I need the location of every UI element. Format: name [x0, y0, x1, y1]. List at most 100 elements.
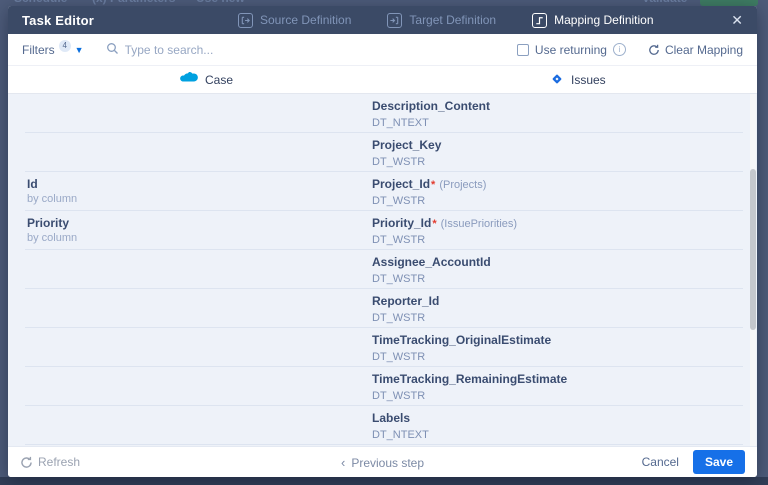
target-field-name: TimeTracking_OriginalEstimate	[372, 333, 552, 347]
search-box	[106, 42, 517, 58]
task-editor-modal: Task Editor Source Definition Target Def…	[8, 6, 757, 477]
mapping-row[interactable]: TimeTracking_RemainingEstimate DT_WSTR	[8, 367, 749, 406]
mapping-row[interactable]: Project_Key DT_WSTR	[8, 133, 749, 172]
salesforce-cloud-icon	[180, 71, 198, 88]
use-returning-label: Use returning	[534, 42, 607, 57]
previous-step-button[interactable]: ‹ Previous step	[8, 455, 757, 470]
source-field-name: Id	[27, 177, 38, 191]
target-cell: Assignee_AccountId DT_WSTR	[372, 250, 749, 289]
target-cell: Description_Content DT_NTEXT	[372, 94, 749, 133]
tab-mapping-definition[interactable]: Mapping Definition	[532, 12, 654, 28]
mapping-rows: Description_Content DT_NTEXT Project_Key…	[8, 94, 749, 446]
clear-mapping-label: Clear Mapping	[664, 42, 743, 57]
target-field-reference: (IssuePriorities)	[440, 218, 518, 230]
close-icon[interactable]: ✕	[731, 11, 743, 28]
mapping-definition-icon	[532, 12, 548, 28]
refresh-button[interactable]: Refresh	[20, 455, 80, 469]
checkbox-icon[interactable]	[516, 43, 529, 56]
filters-dropdown[interactable]: Filters 4 ▼	[22, 39, 84, 57]
mapping-row[interactable]: Id by column Project_Id* (Projects) DT_WS…	[8, 172, 749, 211]
target-cell: Labels DT_NTEXT	[372, 406, 749, 445]
backdrop-create-button	[700, 0, 758, 6]
target-cell: Project_Key DT_WSTR	[372, 133, 749, 172]
source-cell[interactable]	[8, 94, 372, 133]
target-field-type: DT_WSTR	[372, 312, 426, 324]
source-cell[interactable]: Priority by column	[8, 211, 372, 250]
target-field-name: Priority_Id	[372, 216, 432, 230]
tab-bar: Source Definition Target Definition Mapp…	[238, 6, 654, 34]
target-definition-icon	[387, 12, 403, 28]
source-cell[interactable]	[8, 250, 372, 289]
target-field-type: DT_WSTR	[372, 390, 426, 402]
source-cell[interactable]	[8, 289, 372, 328]
source-field-name: Priority	[27, 216, 70, 230]
scrollbar-thumb[interactable]	[750, 169, 756, 330]
tab-target-definition[interactable]: Target Definition	[387, 12, 497, 28]
mapping-row[interactable]: Priority by column Priority_Id* (IssuePri…	[8, 211, 749, 250]
target-field-name: Project_Key	[372, 138, 442, 152]
source-entity: Case	[180, 66, 233, 94]
target-field-type: DT_NTEXT	[372, 429, 429, 441]
tab-label: Target Definition	[409, 13, 497, 27]
tab-label: Source Definition	[260, 13, 352, 27]
target-cell: Project_Id* (Projects) DT_WSTR	[372, 172, 749, 211]
jira-icon	[550, 72, 564, 89]
use-returning-checkbox[interactable]: Use returning i	[516, 42, 626, 57]
target-field-type: DT_WSTR	[372, 156, 426, 168]
chevron-left-icon: ‹	[340, 454, 346, 470]
mapping-list: Description_Content DT_NTEXT Project_Key…	[8, 94, 757, 446]
refresh-icon	[20, 456, 33, 469]
target-cell: Reporter_Id DT_WSTR	[372, 289, 749, 328]
source-mapping-mode: by column	[27, 232, 78, 244]
mapping-row[interactable]: TimeTracking_OriginalEstimate DT_WSTR	[8, 328, 749, 367]
backdrop-parameters-label: (x) Parameters	[92, 0, 175, 5]
tab-source-definition[interactable]: Source Definition	[238, 12, 352, 28]
target-field-type: DT_WSTR	[372, 351, 426, 363]
filters-count-badge: 4	[58, 39, 71, 52]
backdrop-bottom-strip	[0, 477, 768, 485]
required-asterisk: *	[432, 218, 437, 230]
entity-header: Case Issues	[8, 66, 757, 94]
save-button[interactable]: Save	[692, 450, 745, 474]
source-entity-label: Case	[205, 73, 234, 87]
reset-circle-icon	[648, 44, 660, 56]
source-cell[interactable]	[8, 406, 372, 445]
filter-bar: Filters 4 ▼ Use returning i Clear Mappin…	[8, 34, 757, 66]
target-entity: Issues	[550, 66, 606, 94]
target-entity-label: Issues	[571, 73, 606, 87]
modal-header: Task Editor Source Definition Target Def…	[8, 6, 757, 34]
target-field-name: TimeTracking_RemainingEstimate	[372, 372, 568, 386]
source-cell[interactable]: Id by column	[8, 172, 372, 211]
chevron-down-icon: ▼	[74, 44, 84, 55]
backdrop-validate-label: Validate	[642, 0, 687, 5]
source-cell[interactable]	[8, 133, 372, 172]
info-icon[interactable]: i	[612, 43, 626, 56]
target-field-name: Reporter_Id	[372, 294, 440, 308]
target-field-name: Labels	[372, 411, 411, 425]
cancel-button[interactable]: Cancel	[641, 455, 679, 469]
search-input[interactable]	[124, 42, 425, 57]
required-asterisk: *	[431, 179, 436, 191]
target-field-type: DT_WSTR	[372, 195, 426, 207]
target-field-name: Project_Id	[372, 177, 431, 191]
previous-step-label: Previous step	[351, 455, 425, 470]
mapping-row[interactable]: Assignee_AccountId DT_WSTR	[8, 250, 749, 289]
modal-title: Task Editor	[22, 12, 95, 28]
backdrop-app-bar: Schedule (x) Parameters Use new Validate	[0, 0, 768, 6]
mapping-row[interactable]: Description_Content DT_NTEXT	[8, 94, 749, 133]
filters-label: Filters	[22, 42, 55, 57]
source-cell[interactable]	[8, 328, 372, 367]
backdrop-schedule-label: Schedule	[14, 0, 67, 5]
backdrop-use-new-label: Use new	[196, 0, 245, 5]
target-field-type: DT_WSTR	[372, 234, 426, 246]
clear-mapping-button[interactable]: Clear Mapping	[648, 43, 743, 57]
source-cell[interactable]	[8, 367, 372, 406]
mapping-row[interactable]: Labels DT_NTEXT	[8, 406, 749, 445]
target-field-type: DT_WSTR	[372, 273, 426, 285]
target-field-name: Description_Content	[372, 99, 491, 113]
target-cell: Priority_Id* (IssuePriorities) DT_WSTR	[372, 211, 749, 250]
target-cell: TimeTracking_OriginalEstimate DT_WSTR	[372, 328, 749, 367]
source-mapping-mode: by column	[27, 193, 78, 205]
tab-label: Mapping Definition	[554, 13, 654, 27]
mapping-row[interactable]: Reporter_Id DT_WSTR	[8, 289, 749, 328]
